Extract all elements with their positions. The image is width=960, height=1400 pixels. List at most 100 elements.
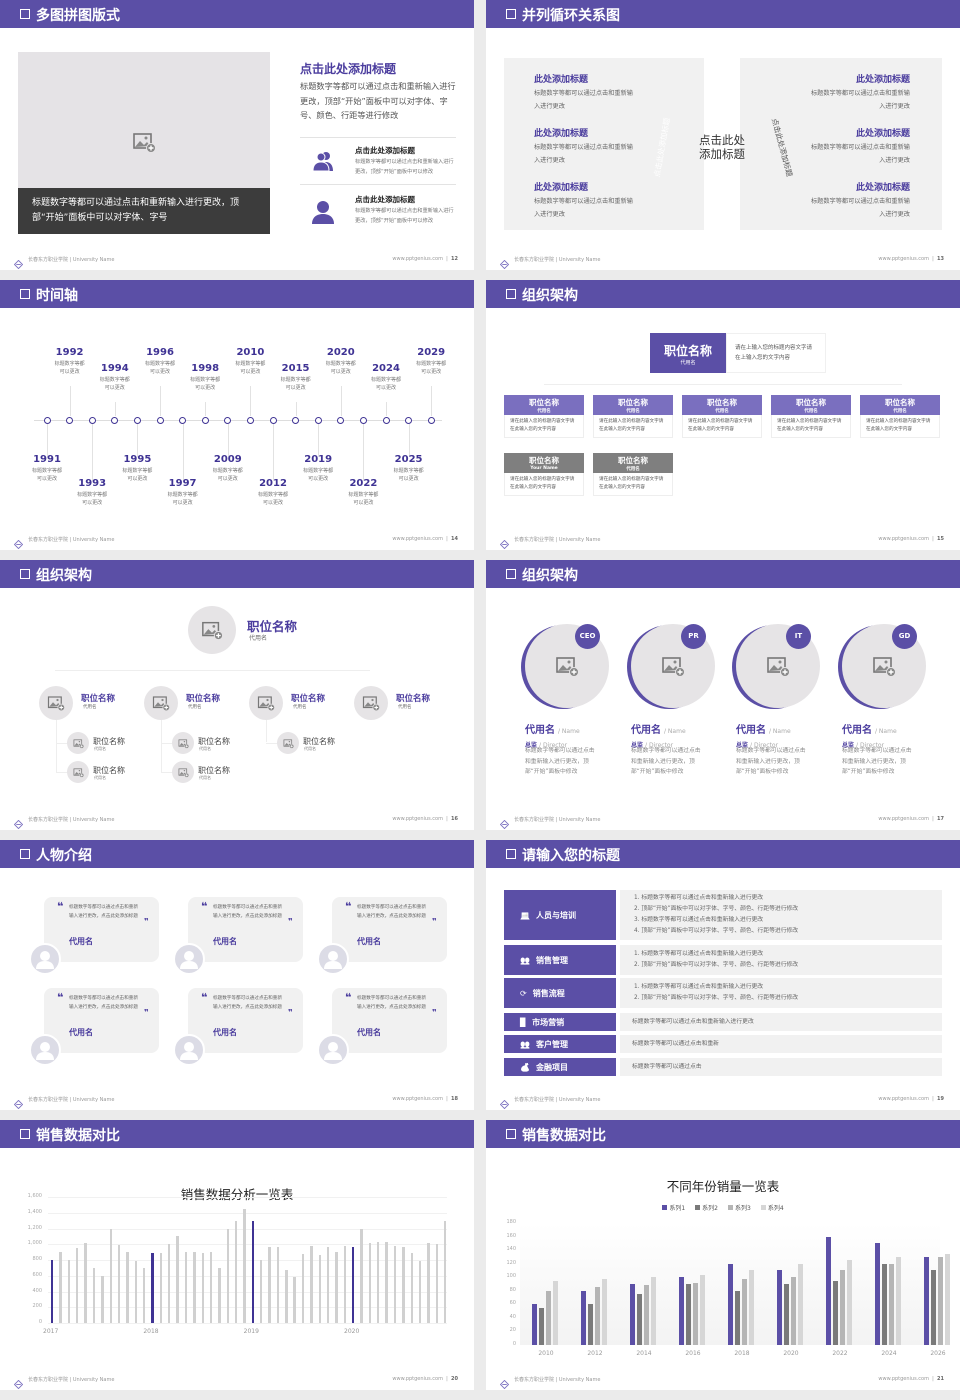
- bar[interactable]: [693, 1282, 698, 1345]
- timeline-node[interactable]: [337, 416, 345, 424]
- top-position-box[interactable]: 职位名称 代用名: [650, 333, 726, 373]
- person-avatar[interactable]: [29, 943, 61, 979]
- bar[interactable]: [833, 1280, 838, 1345]
- bar[interactable]: [142, 1267, 146, 1323]
- bar[interactable]: [109, 1228, 112, 1323]
- sub-position-avatar[interactable]: [67, 761, 89, 783]
- bar[interactable]: [318, 1255, 321, 1323]
- bar[interactable]: [234, 1220, 238, 1323]
- bar[interactable]: [896, 1256, 901, 1345]
- bar[interactable]: [882, 1263, 887, 1345]
- category-label[interactable]: ▉ 市场营销: [504, 1013, 616, 1031]
- bar[interactable]: [532, 1304, 537, 1345]
- sub-position-avatar[interactable]: [277, 732, 299, 754]
- bar[interactable]: [377, 1241, 380, 1323]
- timeline-node[interactable]: [269, 416, 277, 424]
- person-avatar[interactable]: [317, 1034, 349, 1070]
- bar[interactable]: [184, 1252, 188, 1323]
- bar[interactable]: [791, 1277, 796, 1345]
- bar[interactable]: [427, 1242, 430, 1323]
- bar[interactable]: [326, 1247, 330, 1323]
- timeline-node[interactable]: [88, 416, 96, 424]
- bar[interactable]: [101, 1275, 104, 1323]
- bar[interactable]: [679, 1277, 684, 1345]
- person-avatar[interactable]: [173, 943, 205, 979]
- position-avatar[interactable]: [354, 686, 388, 720]
- bar[interactable]: [243, 1208, 246, 1323]
- bar[interactable]: [402, 1246, 405, 1323]
- bar[interactable]: [176, 1236, 179, 1323]
- timeline-node[interactable]: [382, 416, 390, 424]
- bar[interactable]: [268, 1247, 271, 1323]
- timeline-node[interactable]: [405, 416, 413, 424]
- person-avatar[interactable]: [29, 1034, 61, 1070]
- bar[interactable]: [84, 1242, 87, 1323]
- bar[interactable]: [92, 1267, 96, 1323]
- bar[interactable]: [581, 1290, 586, 1345]
- timeline-node[interactable]: [133, 416, 141, 424]
- category-label[interactable]: 💻 人员与培训: [504, 890, 616, 940]
- bar[interactable]: [798, 1263, 803, 1345]
- bar[interactable]: [840, 1270, 845, 1345]
- category-label[interactable]: ⟳ 销售流程: [504, 978, 616, 1008]
- bar[interactable]: [251, 1220, 255, 1323]
- position-avatar[interactable]: [144, 686, 178, 720]
- timeline-node[interactable]: [359, 416, 367, 424]
- bar[interactable]: [742, 1278, 747, 1345]
- sub-position-avatar[interactable]: [172, 732, 194, 754]
- position-box-header[interactable]: 职位名称 代用名: [593, 395, 673, 415]
- bar[interactable]: [630, 1284, 635, 1345]
- bar[interactable]: [546, 1290, 551, 1345]
- sub-position-avatar[interactable]: [67, 732, 89, 754]
- position-box-header[interactable]: 职位名称 代用名: [504, 395, 584, 415]
- timeline-node[interactable]: [156, 416, 164, 424]
- bar[interactable]: [276, 1246, 280, 1323]
- bar[interactable]: [728, 1263, 733, 1345]
- timeline-node[interactable]: [427, 416, 435, 424]
- bar[interactable]: [385, 1241, 388, 1323]
- bar[interactable]: [168, 1244, 171, 1323]
- bar[interactable]: [700, 1274, 705, 1345]
- bar[interactable]: [159, 1252, 163, 1323]
- bar[interactable]: [847, 1259, 852, 1345]
- bar[interactable]: [826, 1236, 831, 1345]
- bar[interactable]: [644, 1285, 649, 1345]
- position-box-header[interactable]: 职位名称 代用名: [593, 453, 673, 473]
- bar[interactable]: [352, 1247, 355, 1323]
- bar[interactable]: [126, 1252, 129, 1323]
- timeline-node[interactable]: [43, 416, 51, 424]
- position-box-header[interactable]: 职位名称 代用名: [860, 395, 940, 415]
- position-avatar[interactable]: [249, 686, 283, 720]
- bar[interactable]: [553, 1280, 558, 1345]
- bar[interactable]: [735, 1290, 740, 1345]
- bar[interactable]: [67, 1260, 71, 1323]
- bar[interactable]: [945, 1253, 950, 1345]
- bar[interactable]: [924, 1256, 929, 1345]
- bar[interactable]: [76, 1248, 79, 1323]
- bar[interactable]: [588, 1304, 593, 1345]
- bar[interactable]: [777, 1270, 782, 1345]
- bar[interactable]: [435, 1244, 439, 1323]
- person-avatar[interactable]: [173, 1034, 205, 1070]
- bar[interactable]: [931, 1270, 936, 1345]
- bar[interactable]: [260, 1260, 263, 1323]
- bar[interactable]: [393, 1245, 397, 1323]
- bar[interactable]: [117, 1245, 121, 1323]
- position-box-header[interactable]: 职位名称 代用名: [771, 395, 851, 415]
- position-box-header[interactable]: 职位名称 Your Name: [504, 453, 584, 473]
- bar[interactable]: [59, 1252, 62, 1323]
- bar[interactable]: [418, 1260, 422, 1323]
- bar[interactable]: [602, 1278, 607, 1345]
- bar[interactable]: [875, 1243, 880, 1345]
- bar[interactable]: [444, 1220, 447, 1323]
- category-label[interactable]: 👥 客户管理: [504, 1035, 616, 1053]
- bar[interactable]: [595, 1287, 600, 1345]
- bar[interactable]: [226, 1228, 229, 1323]
- bar[interactable]: [686, 1284, 691, 1345]
- timeline-node[interactable]: [224, 416, 232, 424]
- top-avatar[interactable]: [188, 606, 236, 654]
- timeline-node[interactable]: [179, 416, 187, 424]
- sub-position-avatar[interactable]: [172, 761, 194, 783]
- timeline-node[interactable]: [246, 416, 254, 424]
- bar[interactable]: [335, 1252, 338, 1323]
